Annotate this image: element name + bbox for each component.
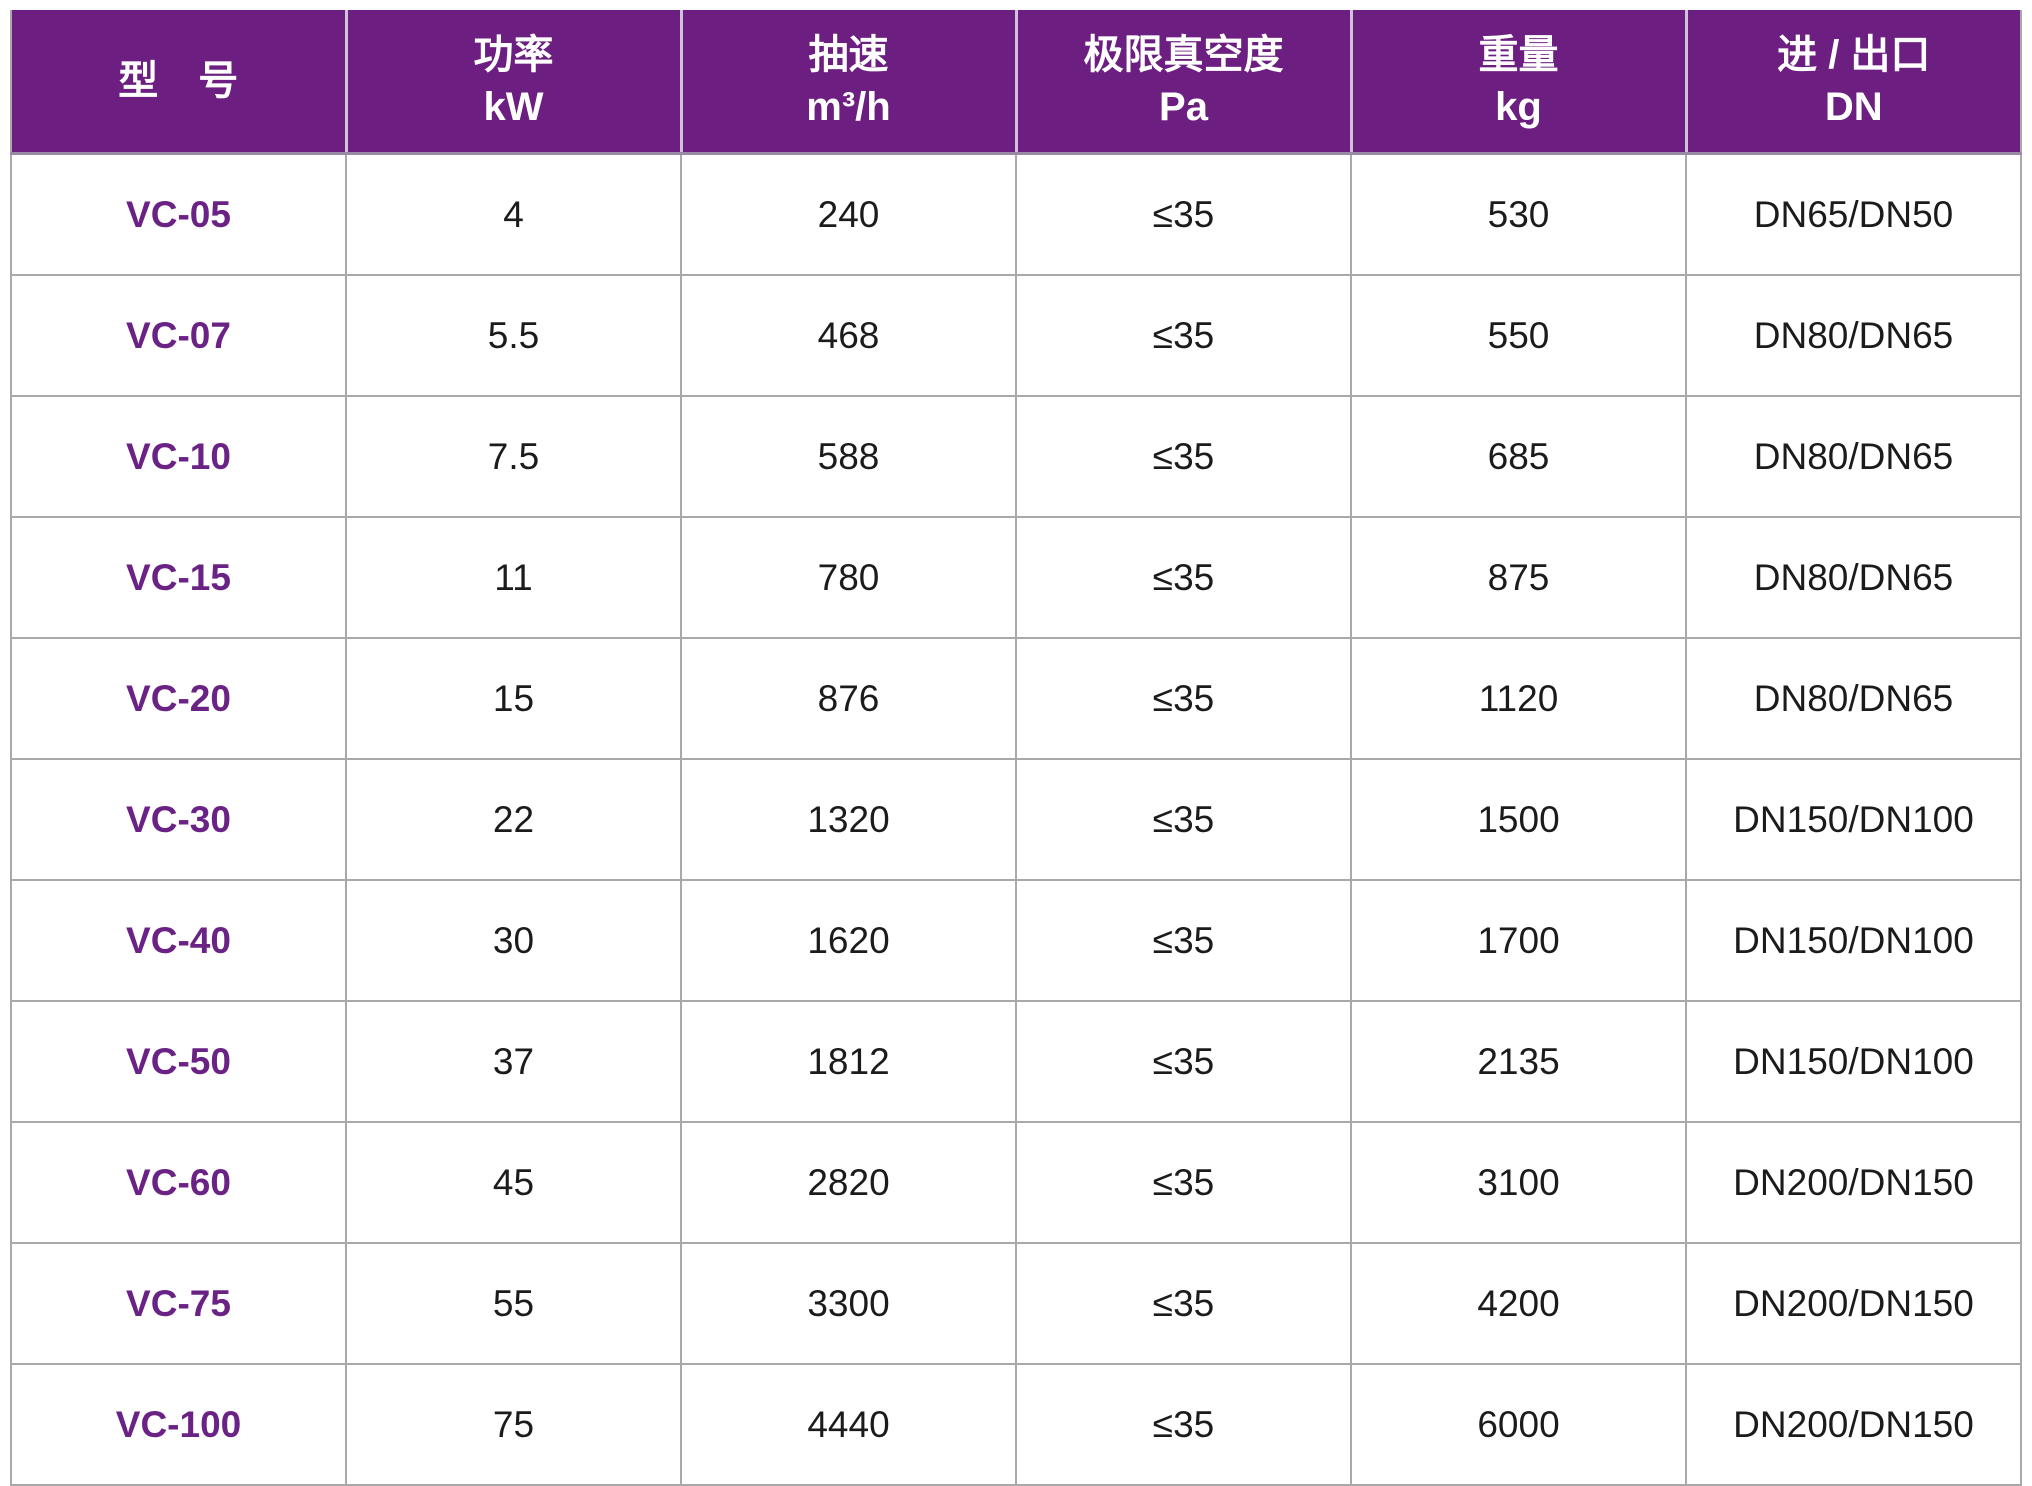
pump-specs-table: 型 号 功率 kW 抽速 m³/h 极限真空度 Pa 重量 kg — [10, 10, 2022, 1486]
cell-weight: 2135 — [1350, 1000, 1687, 1123]
header-unit-power: kW — [483, 85, 544, 129]
header-label-vacuum: 极限真空度 — [1083, 33, 1284, 77]
cell-power: 4 — [345, 152, 682, 276]
header-label-power: 功率 — [473, 33, 554, 77]
table-header: 型 号 功率 kW 抽速 m³/h 极限真空度 Pa 重量 kg — [11, 10, 2021, 155]
cell-model: VC-60 — [10, 1121, 347, 1244]
header-label-weight: 重量 — [1478, 33, 1559, 77]
cell-ports: DN80/DN65 — [1685, 395, 2022, 518]
cell-weight: 4200 — [1350, 1242, 1687, 1365]
cell-power: 30 — [345, 879, 682, 1002]
header-cell-weight: 重量 kg — [1351, 10, 1688, 155]
cell-model: VC-15 — [10, 516, 347, 639]
cell-model: VC-07 — [10, 274, 347, 397]
table-row: VC-60 45 2820 ≤35 3100 DN200/DN150 — [10, 1121, 2022, 1244]
cell-vacuum: ≤35 — [1015, 274, 1352, 397]
header-row: 型 号 功率 kW 抽速 m³/h 极限真空度 Pa 重量 kg — [11, 10, 2021, 155]
header-cell-power: 功率 kW — [346, 10, 683, 155]
cell-vacuum: ≤35 — [1015, 758, 1352, 881]
cell-weight: 1500 — [1350, 758, 1687, 881]
cell-model: VC-75 — [10, 1242, 347, 1365]
header-cell-ports: 进 / 出口 DN — [1686, 10, 2021, 155]
cell-vacuum: ≤35 — [1015, 395, 1352, 518]
cell-power: 45 — [345, 1121, 682, 1244]
cell-ports: DN200/DN150 — [1685, 1242, 2022, 1365]
cell-speed: 240 — [680, 152, 1017, 276]
cell-ports: DN80/DN65 — [1685, 274, 2022, 397]
cell-model: VC-20 — [10, 637, 347, 760]
cell-speed: 468 — [680, 274, 1017, 397]
cell-weight: 6000 — [1350, 1363, 1687, 1486]
cell-speed: 1620 — [680, 879, 1017, 1002]
cell-speed: 876 — [680, 637, 1017, 760]
header-cell-model: 型 号 — [11, 10, 348, 155]
cell-weight: 530 — [1350, 152, 1687, 276]
cell-ports: DN200/DN150 — [1685, 1363, 2022, 1486]
cell-power: 15 — [345, 637, 682, 760]
cell-speed: 3300 — [680, 1242, 1017, 1365]
table-row: VC-50 37 1812 ≤35 2135 DN150/DN100 — [10, 1000, 2022, 1123]
cell-ports: DN150/DN100 — [1685, 758, 2022, 881]
cell-vacuum: ≤35 — [1015, 1000, 1352, 1123]
cell-model: VC-10 — [10, 395, 347, 518]
cell-ports: DN80/DN65 — [1685, 637, 2022, 760]
cell-speed: 2820 — [680, 1121, 1017, 1244]
cell-power: 11 — [345, 516, 682, 639]
header-unit-ports: DN — [1824, 85, 1883, 129]
cell-speed: 588 — [680, 395, 1017, 518]
header-cell-vacuum: 极限真空度 Pa — [1016, 10, 1353, 155]
header-cell-speed: 抽速 m³/h — [681, 10, 1018, 155]
cell-power: 55 — [345, 1242, 682, 1365]
cell-vacuum: ≤35 — [1015, 637, 1352, 760]
cell-speed: 1320 — [680, 758, 1017, 881]
cell-weight: 1700 — [1350, 879, 1687, 1002]
table-row: VC-20 15 876 ≤35 1120 DN80/DN65 — [10, 637, 2022, 760]
cell-model: VC-100 — [10, 1363, 347, 1486]
cell-speed: 4440 — [680, 1363, 1017, 1486]
header-label-ports: 进 / 出口 — [1777, 33, 1931, 77]
header-unit-vacuum: Pa — [1159, 85, 1208, 129]
table-body: VC-05 4 240 ≤35 530 DN65/DN50 VC-07 5.5 … — [10, 152, 2022, 1486]
cell-ports: DN150/DN100 — [1685, 1000, 2022, 1123]
table-row: VC-10 7.5 588 ≤35 685 DN80/DN65 — [10, 395, 2022, 518]
header-unit-speed: m³/h — [806, 85, 891, 129]
cell-speed: 780 — [680, 516, 1017, 639]
cell-power: 75 — [345, 1363, 682, 1486]
cell-vacuum: ≤35 — [1015, 152, 1352, 276]
cell-weight: 3100 — [1350, 1121, 1687, 1244]
cell-vacuum: ≤35 — [1015, 1242, 1352, 1365]
header-label-model: 型 号 — [118, 59, 239, 103]
cell-model: VC-30 — [10, 758, 347, 881]
cell-weight: 685 — [1350, 395, 1687, 518]
cell-power: 37 — [345, 1000, 682, 1123]
cell-weight: 550 — [1350, 274, 1687, 397]
table-row: VC-75 55 3300 ≤35 4200 DN200/DN150 — [10, 1242, 2022, 1365]
cell-model: VC-40 — [10, 879, 347, 1002]
cell-power: 5.5 — [345, 274, 682, 397]
table-row: VC-40 30 1620 ≤35 1700 DN150/DN100 — [10, 879, 2022, 1002]
table-row: VC-15 11 780 ≤35 875 DN80/DN65 — [10, 516, 2022, 639]
header-label-speed: 抽速 — [808, 33, 889, 77]
cell-vacuum: ≤35 — [1015, 1363, 1352, 1486]
table-row: VC-07 5.5 468 ≤35 550 DN80/DN65 — [10, 274, 2022, 397]
cell-weight: 875 — [1350, 516, 1687, 639]
table-row: VC-100 75 4440 ≤35 6000 DN200/DN150 — [10, 1363, 2022, 1486]
table-row: VC-05 4 240 ≤35 530 DN65/DN50 — [10, 152, 2022, 276]
cell-model: VC-05 — [10, 152, 347, 276]
cell-model: VC-50 — [10, 1000, 347, 1123]
cell-power: 7.5 — [345, 395, 682, 518]
cell-weight: 1120 — [1350, 637, 1687, 760]
cell-ports: DN80/DN65 — [1685, 516, 2022, 639]
cell-speed: 1812 — [680, 1000, 1017, 1123]
cell-ports: DN65/DN50 — [1685, 152, 2022, 276]
cell-ports: DN200/DN150 — [1685, 1121, 2022, 1244]
cell-vacuum: ≤35 — [1015, 1121, 1352, 1244]
cell-ports: DN150/DN100 — [1685, 879, 2022, 1002]
header-unit-weight: kg — [1495, 85, 1542, 129]
table-row: VC-30 22 1320 ≤35 1500 DN150/DN100 — [10, 758, 2022, 881]
cell-power: 22 — [345, 758, 682, 881]
cell-vacuum: ≤35 — [1015, 879, 1352, 1002]
cell-vacuum: ≤35 — [1015, 516, 1352, 639]
